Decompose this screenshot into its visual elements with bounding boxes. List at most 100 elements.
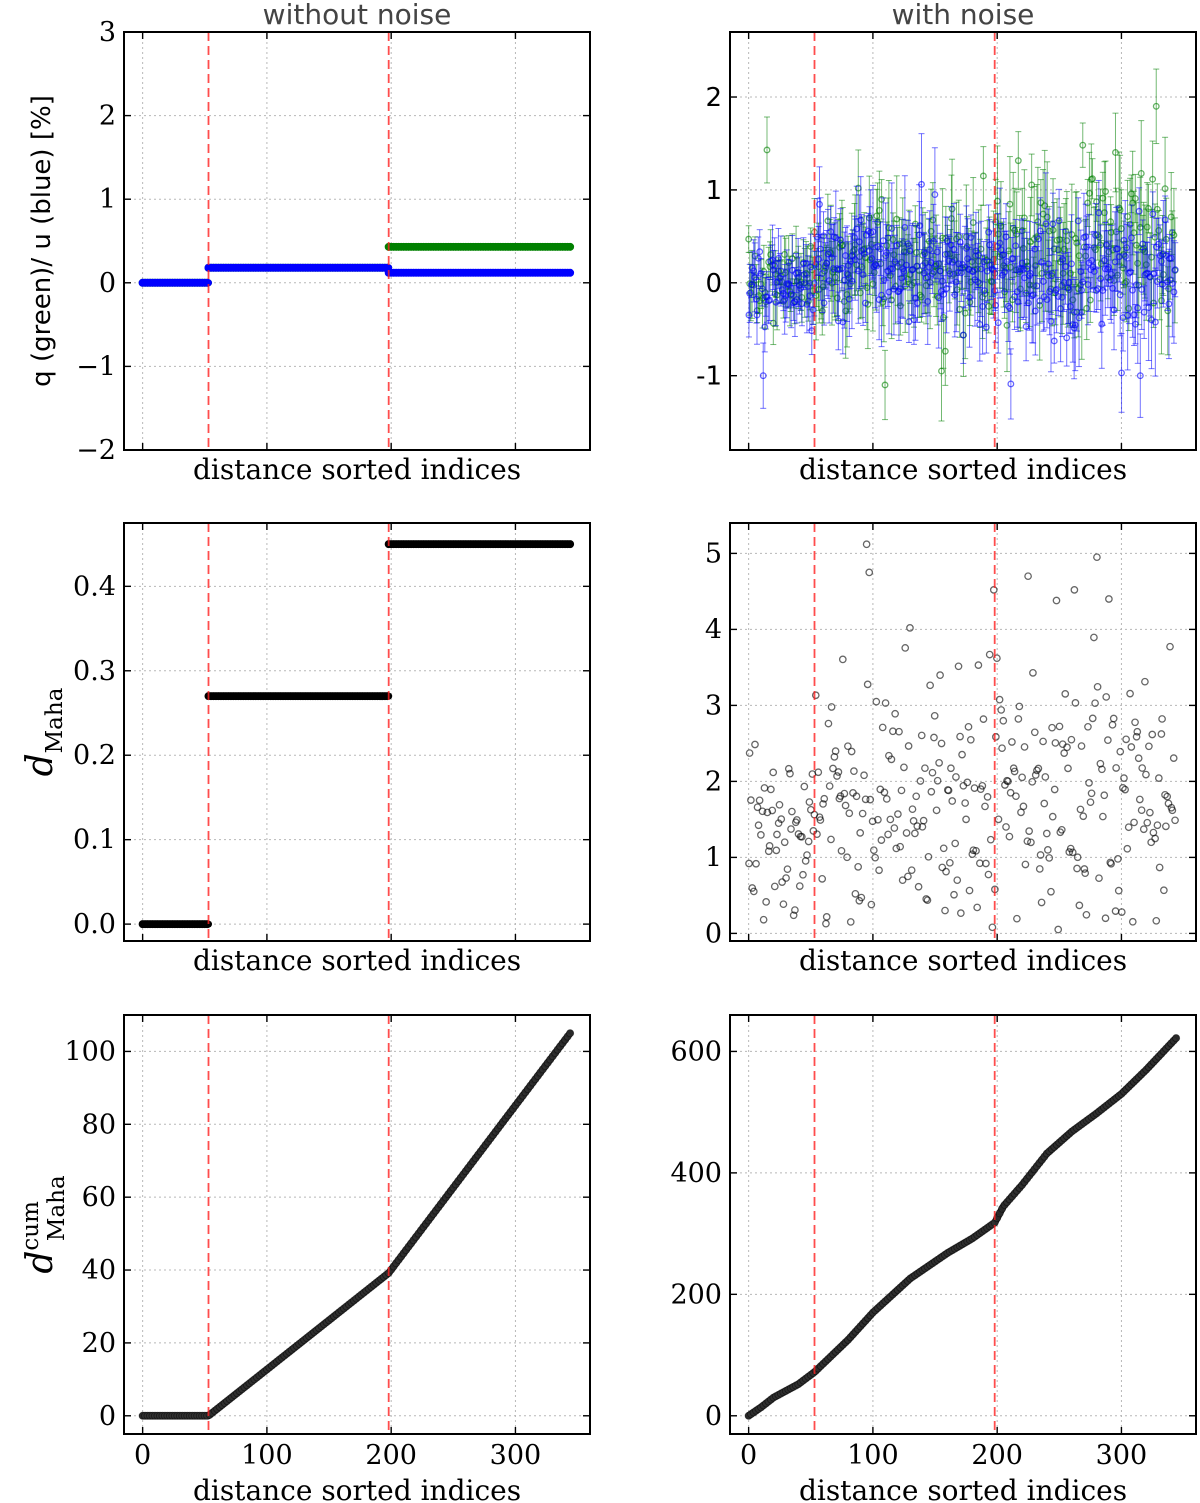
data-point (566, 268, 575, 277)
data-point (1128, 917, 1137, 926)
data-point (816, 816, 825, 824)
data-point (818, 875, 827, 883)
data-point (745, 311, 753, 319)
data-point (827, 835, 835, 844)
data-point (1149, 175, 1157, 183)
data-point (1004, 302, 1012, 310)
data-point (1132, 241, 1140, 249)
data-point (948, 205, 956, 213)
data-point (1109, 714, 1118, 723)
data-point (852, 792, 861, 801)
data-point (1155, 863, 1164, 872)
data-point (833, 772, 841, 780)
data-point (1045, 854, 1054, 862)
data-point (1131, 195, 1139, 202)
data-point (1082, 910, 1091, 919)
data-point (986, 835, 995, 844)
data-point (828, 254, 836, 262)
data-point (1018, 773, 1026, 782)
data-point (1040, 799, 1049, 808)
data-point (745, 749, 754, 757)
data-point (1102, 187, 1110, 195)
axes-frame (729, 1014, 1197, 1435)
data-point (1013, 914, 1021, 923)
x-tick-label: 100 (241, 1440, 293, 1471)
data-point (1055, 722, 1064, 731)
data-point (900, 763, 908, 772)
data-point (1060, 749, 1069, 757)
data-point (865, 568, 874, 577)
data-point (919, 816, 928, 825)
data-point (997, 706, 1006, 714)
data-point (948, 797, 957, 805)
data-point (1050, 337, 1058, 345)
x-tick-label: 0 (740, 1440, 757, 1471)
y-tick-label: 2 (705, 83, 722, 113)
data-point (989, 266, 997, 274)
data-point (786, 769, 794, 778)
data-point (1030, 728, 1039, 737)
data-point (840, 789, 849, 798)
axes-frame (123, 1014, 591, 1435)
axes-frame (729, 31, 1197, 451)
data-point (837, 236, 845, 244)
data-point (1027, 838, 1035, 847)
data-point (1153, 821, 1162, 830)
ticks (730, 1015, 1196, 1434)
data-point (956, 732, 964, 741)
data-point (884, 830, 892, 839)
data-point (1035, 865, 1044, 873)
data-point (869, 228, 877, 236)
data-point (910, 316, 918, 324)
grid (730, 523, 1196, 941)
data-point (1170, 288, 1178, 296)
data-point (901, 644, 910, 652)
data-point (974, 278, 982, 286)
data-point (1008, 738, 1016, 746)
y-tick-label: −2 (76, 435, 116, 466)
data-point (1135, 207, 1143, 215)
data-point (1119, 784, 1127, 792)
data-point (962, 815, 970, 824)
data-point (897, 786, 906, 795)
data-point (860, 250, 868, 258)
data-point (759, 372, 767, 380)
data-point (1127, 234, 1135, 242)
data-point (763, 808, 772, 817)
data-point (1160, 886, 1168, 895)
data-point (1013, 288, 1021, 296)
data-point (1114, 245, 1122, 253)
data-point (1148, 730, 1157, 739)
data-point (762, 898, 770, 906)
x-tick-label: 0 (134, 1440, 151, 1471)
data-point (979, 172, 987, 180)
data-point (1079, 812, 1088, 821)
data-point (814, 768, 823, 777)
data-point (788, 807, 796, 816)
data-point (841, 801, 850, 810)
data-point (867, 900, 876, 909)
data-point (837, 847, 846, 855)
data-point (1092, 287, 1100, 294)
data-point (776, 274, 784, 282)
series-line (139, 1029, 574, 1420)
data-point (1029, 291, 1037, 299)
data-point (1093, 682, 1102, 691)
data-point (800, 270, 808, 278)
data-point (956, 238, 964, 246)
data-point (767, 785, 775, 794)
data-point (875, 206, 883, 214)
data-point (1154, 774, 1163, 782)
data-point (904, 240, 912, 248)
data-point (1020, 743, 1029, 751)
data-point (1130, 818, 1138, 827)
data-point (846, 918, 855, 926)
data-point (1086, 798, 1095, 807)
x-tick-label: 300 (1096, 1440, 1148, 1471)
data-point (1057, 305, 1065, 313)
y-tick-label: 3 (99, 17, 116, 48)
data-point (1039, 737, 1047, 746)
x-tick-label: 300 (490, 1440, 542, 1471)
data-layer (745, 540, 1179, 934)
data-point (816, 200, 823, 208)
